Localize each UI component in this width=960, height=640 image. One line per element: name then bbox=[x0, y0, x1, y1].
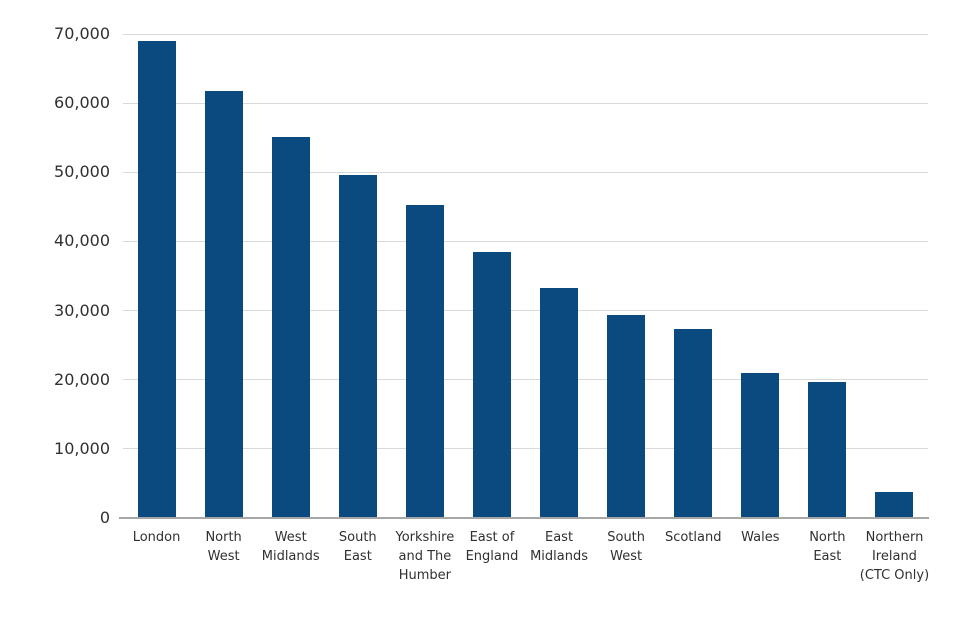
x-axis-tick-label: Wales bbox=[719, 528, 801, 547]
gridline bbox=[123, 448, 928, 450]
x-tick-line: and The bbox=[398, 549, 452, 564]
x-axis-tick-label: Northern Ireland (CTC Only) bbox=[853, 528, 935, 585]
x-tick-line: Midlands bbox=[530, 549, 588, 564]
x-tick-line: East bbox=[545, 530, 574, 545]
y-axis-tick-label: 20,000 bbox=[54, 369, 110, 389]
y-axis-tick-label: 30,000 bbox=[54, 300, 110, 320]
x-tick-line: Scotland bbox=[664, 530, 722, 545]
x-tick-line: North bbox=[205, 530, 242, 545]
gridline bbox=[123, 33, 928, 35]
y-axis-tick-label: 40,000 bbox=[54, 231, 110, 251]
x-axis-tick-label: North East bbox=[786, 528, 868, 566]
y-axis-tick-label: 50,000 bbox=[54, 162, 110, 182]
bar bbox=[137, 40, 176, 518]
x-tick-line: Humber bbox=[398, 568, 452, 583]
x-tick-line: Midlands bbox=[261, 549, 320, 564]
bar bbox=[875, 491, 914, 518]
plot-area bbox=[123, 33, 928, 518]
x-tick-line: Ireland bbox=[871, 549, 917, 564]
bar bbox=[540, 288, 579, 518]
y-axis-tick-label: 0 bbox=[99, 508, 110, 527]
bar bbox=[405, 204, 444, 518]
x-axis-tick-label: West Midlands bbox=[250, 528, 332, 566]
gridline bbox=[123, 171, 928, 173]
x-tick-line: West bbox=[207, 549, 240, 564]
bar bbox=[741, 372, 780, 518]
gridline bbox=[123, 310, 928, 312]
x-tick-line: Wales bbox=[741, 530, 780, 545]
y-axis: 0 10,000 20,000 30,000 40,000 50,000 60,000 70,… bbox=[0, 24, 110, 527]
gridline bbox=[123, 102, 928, 104]
x-axis-tick-label: London bbox=[116, 528, 198, 547]
x-axis-tick-label: East Midlands bbox=[518, 528, 600, 566]
x-tick-line: South bbox=[338, 530, 377, 545]
bar bbox=[674, 328, 713, 518]
x-axis: London North West West Midlands South East York… bbox=[123, 528, 929, 598]
x-tick-line: England bbox=[465, 549, 519, 564]
x-tick-line: London bbox=[132, 530, 181, 545]
x-tick-line: Yorkshire bbox=[395, 530, 455, 545]
x-axis-tick-label: South West bbox=[585, 528, 667, 566]
x-tick-line: West bbox=[274, 530, 307, 545]
y-axis-tick-label: 10,000 bbox=[54, 438, 110, 458]
bar bbox=[808, 382, 847, 518]
bar bbox=[204, 91, 243, 518]
x-axis-tick-label: Yorkshire and The Humber bbox=[384, 528, 466, 585]
x-tick-line: East bbox=[343, 549, 372, 564]
x-axis-line bbox=[119, 517, 929, 519]
x-tick-line: West bbox=[610, 549, 643, 564]
gridline bbox=[123, 379, 928, 381]
bar bbox=[472, 252, 511, 518]
x-tick-line: North bbox=[809, 530, 846, 545]
x-tick-line: Northern bbox=[865, 530, 924, 545]
bar bbox=[607, 314, 646, 518]
y-axis-tick-label: 60,000 bbox=[54, 93, 110, 113]
x-tick-line: East of bbox=[469, 530, 515, 545]
x-tick-line: South bbox=[607, 530, 646, 545]
x-axis-tick-label: North West bbox=[183, 528, 265, 566]
bar bbox=[338, 175, 377, 518]
x-axis-tick-label: Scotland bbox=[652, 528, 734, 547]
gridline bbox=[123, 240, 928, 242]
x-tick-line: East bbox=[813, 549, 842, 564]
bar bbox=[271, 137, 310, 518]
x-axis-tick-label: South East bbox=[317, 528, 399, 566]
y-axis-tick-label: 70,000 bbox=[54, 24, 110, 43]
x-axis-tick-label: East of England bbox=[451, 528, 533, 566]
x-tick-line: (CTC Only) bbox=[859, 568, 930, 583]
